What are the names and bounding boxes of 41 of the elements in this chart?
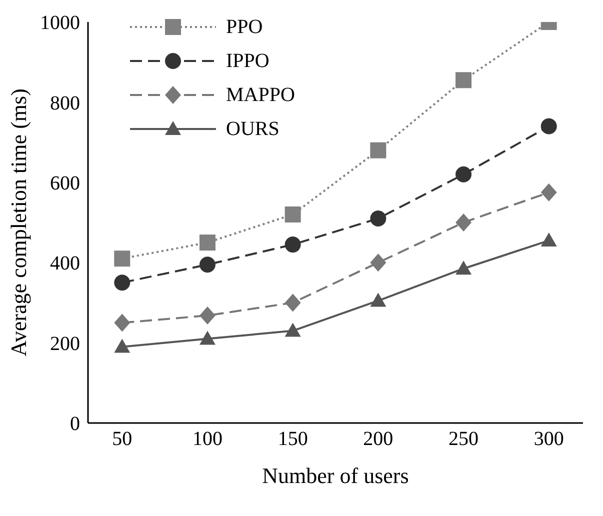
point <box>114 274 130 291</box>
y-axis-title: Average completion time (ms) <box>6 88 31 356</box>
x-tick-label: 300 <box>534 428 564 450</box>
legend-label: IPPO <box>226 50 270 72</box>
x-tick-label: 150 <box>278 428 308 450</box>
y-tick-label: 600 <box>50 172 80 194</box>
point <box>284 322 301 337</box>
point <box>284 294 301 312</box>
point <box>370 142 386 158</box>
point <box>370 254 386 272</box>
legend-label: OURS <box>226 118 280 140</box>
point <box>456 214 472 232</box>
legend-label: PPO <box>226 16 263 38</box>
legend-label: MAPPO <box>226 84 295 106</box>
point <box>114 250 130 267</box>
point <box>456 260 472 275</box>
y-tick-label: 1000 <box>40 12 80 34</box>
point <box>199 234 216 251</box>
point <box>284 206 301 222</box>
point <box>114 314 130 332</box>
y-tick-label: 800 <box>50 92 80 114</box>
x-tick-label: 100 <box>192 428 222 450</box>
point <box>370 292 386 307</box>
x-tick-label: 200 <box>363 428 394 450</box>
point <box>456 72 472 88</box>
point <box>199 330 216 345</box>
y-tick-label: 0 <box>70 413 80 436</box>
x-axis-title: Number of users <box>262 463 409 488</box>
y-tick-label: 200 <box>50 332 80 355</box>
point <box>456 166 472 182</box>
x-tick-label: 50 <box>112 428 132 450</box>
point <box>114 338 130 353</box>
point <box>199 256 216 273</box>
point <box>540 118 557 134</box>
point <box>540 183 557 202</box>
y-tick-label: 400 <box>50 252 80 275</box>
point <box>199 306 216 325</box>
point <box>284 236 301 253</box>
point <box>370 210 386 226</box>
point <box>540 232 557 247</box>
x-tick-label: 250 <box>448 428 479 450</box>
